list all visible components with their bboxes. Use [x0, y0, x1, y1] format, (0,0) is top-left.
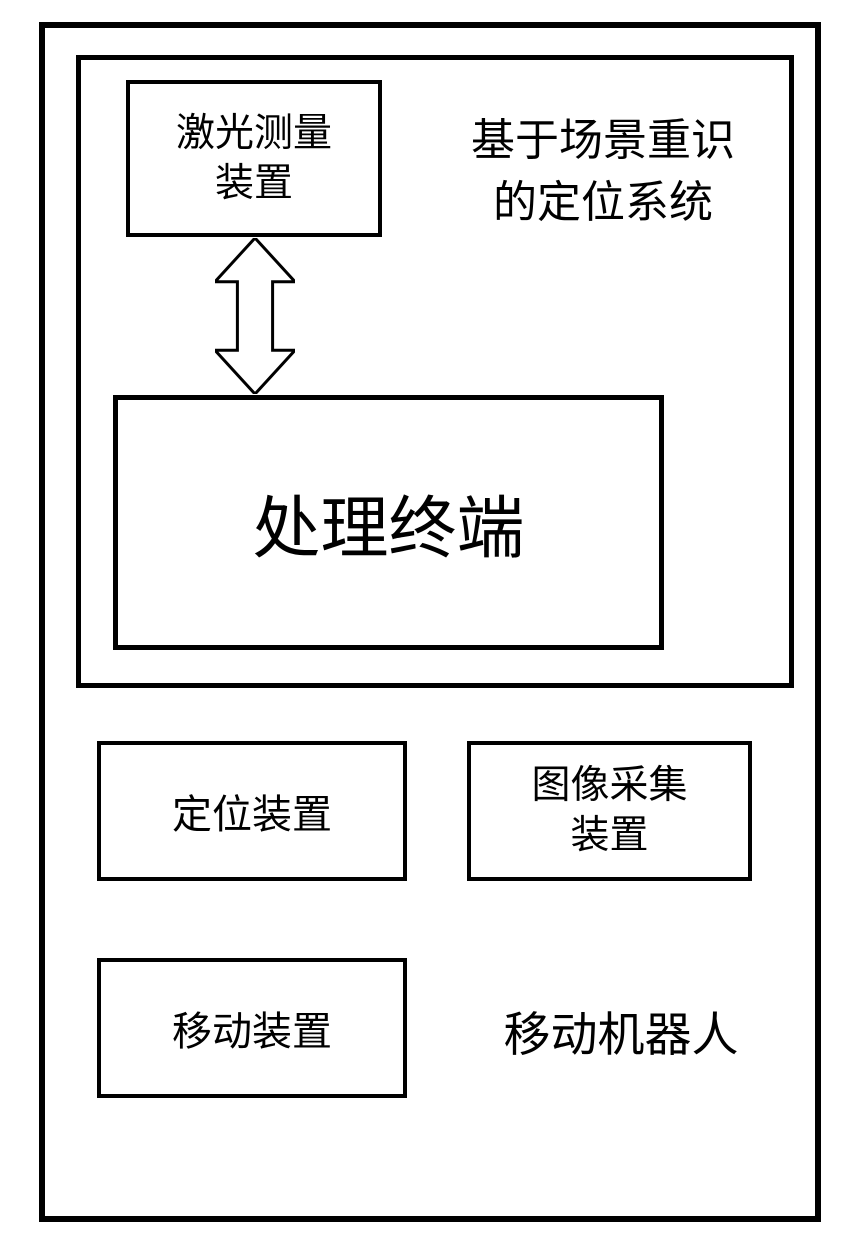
positioning-device-box: 定位装置 [97, 741, 407, 881]
laser-measurement-device-box: 激光测量 装置 [126, 80, 382, 237]
diagram-root: 基于场景重识 的定位系统 激光测量 装置 处理终端 定位装置 图像采集 装置 移… [0, 0, 855, 1244]
processing-terminal-box: 处理终端 [113, 395, 664, 650]
mobile-device-box: 移动装置 [97, 958, 407, 1098]
system-label: 基于场景重识 的定位系统 [428, 107, 778, 237]
image-acquisition-device-box: 图像采集 装置 [467, 741, 752, 881]
mobile-robot-label: 移动机器人 [456, 1000, 786, 1060]
bidirectional-arrow-icon [215, 238, 295, 394]
